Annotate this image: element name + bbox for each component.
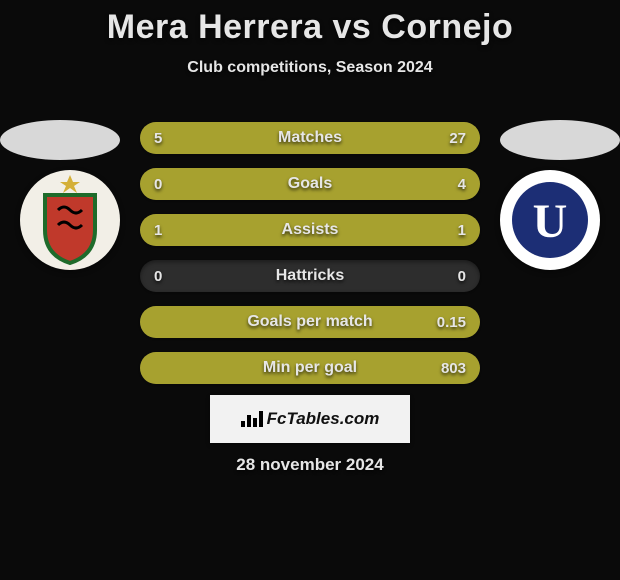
stat-row: Matches5 27 bbox=[140, 122, 480, 154]
stat-label: Hattricks bbox=[140, 260, 480, 292]
stat-value-right: 0 bbox=[458, 260, 466, 292]
stat-value-right: 4 bbox=[458, 168, 466, 200]
stat-value-right: 27 bbox=[449, 122, 466, 154]
stat-label: Goals per match bbox=[140, 306, 480, 338]
stat-value-left: 0 bbox=[154, 168, 162, 200]
stat-value-left: 5 bbox=[154, 122, 162, 154]
page-title: Mera Herrera vs Cornejo bbox=[0, 0, 620, 47]
stat-row: Goals per match0.15 bbox=[140, 306, 480, 338]
stage: Mera Herrera vs Cornejo Club competition… bbox=[0, 0, 620, 580]
club-crest-left bbox=[20, 170, 120, 270]
bars-icon bbox=[241, 411, 261, 427]
footer-date: 28 november 2024 bbox=[0, 455, 620, 475]
shield-icon bbox=[30, 175, 110, 265]
stat-row: Hattricks0 0 bbox=[140, 260, 480, 292]
stat-value-right: 803 bbox=[441, 352, 466, 384]
player-avatar-left bbox=[0, 120, 120, 160]
stat-row: Assists1 1 bbox=[140, 214, 480, 246]
player-avatar-right bbox=[500, 120, 620, 160]
stat-value-left: 0 bbox=[154, 260, 162, 292]
club-crest-right: U bbox=[500, 170, 600, 270]
fctables-badge: FcTables.com bbox=[210, 395, 410, 443]
svg-text:U: U bbox=[533, 195, 568, 248]
stat-label: Assists bbox=[140, 214, 480, 246]
stat-bars: Matches527Goals04Assists11Hattricks00Goa… bbox=[140, 122, 480, 398]
stat-value-right: 1 bbox=[458, 214, 466, 246]
fctables-text: FcTables.com bbox=[267, 409, 380, 429]
stat-label: Matches bbox=[140, 122, 480, 154]
subtitle: Club competitions, Season 2024 bbox=[0, 59, 620, 77]
stat-value-left: 1 bbox=[154, 214, 162, 246]
stat-row: Goals0 4 bbox=[140, 168, 480, 200]
stat-value-right: 0.15 bbox=[437, 306, 466, 338]
stat-label: Min per goal bbox=[140, 352, 480, 384]
stat-row: Min per goal803 bbox=[140, 352, 480, 384]
stat-label: Goals bbox=[140, 168, 480, 200]
club-u-icon: U bbox=[505, 175, 595, 265]
